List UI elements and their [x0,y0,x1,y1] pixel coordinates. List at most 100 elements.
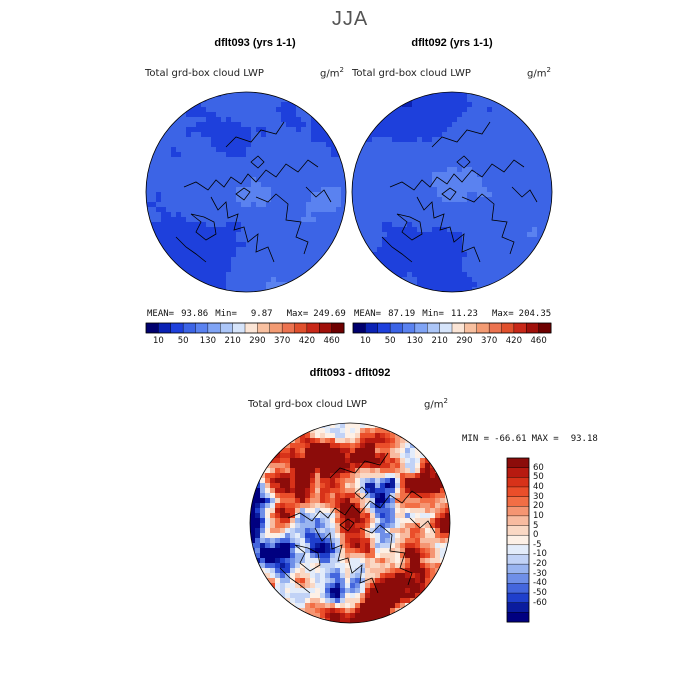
map-cell [241,272,247,278]
map-cell [341,167,346,173]
map-cell [365,528,371,534]
map-cell [380,583,386,589]
map-cell [487,267,493,273]
map-cell [370,593,376,599]
map-cell [512,172,518,178]
map-cell [482,102,488,108]
map-cell [415,443,421,449]
map-cell [256,137,262,143]
map-cell [271,242,277,248]
map-cell [395,563,401,569]
map-cell [447,137,453,143]
map-cell [370,588,376,594]
map-cell [430,533,436,539]
map-cell [261,287,267,292]
map-cell [171,257,177,263]
map-cell [522,122,528,128]
map-cell [336,187,342,193]
map-cell [415,458,421,464]
colorbar-tick-label: 20 [533,501,544,512]
map-cell [417,167,423,173]
map-cell [432,232,438,238]
colorbar-tick-label: 370 [274,336,291,346]
map-cell [300,543,306,549]
map-cell [367,162,373,168]
map-cell [415,453,421,459]
map-cell [321,187,327,193]
map-cell [261,282,267,288]
map-cell [417,172,423,178]
map-cell [241,287,247,292]
map-cell [176,197,182,203]
map-cell [306,142,312,148]
map-cell [397,132,403,138]
map-cell [377,137,383,143]
map-cell [385,448,391,454]
map-cell [405,578,411,584]
map-cell [296,112,302,118]
map-cell [372,187,378,193]
map-cell [537,217,543,223]
map-cell [216,277,222,283]
map-cell [397,122,403,128]
map-cell [221,267,227,273]
map-cell [370,618,376,623]
map-cell [390,518,396,524]
map-cell [442,192,448,198]
map-cell [387,152,393,158]
map-cell [477,107,483,113]
map-cell [260,513,266,519]
map-cell [427,142,433,148]
coastline-segment [389,159,525,191]
map-cell [316,192,322,198]
map-cell [547,222,552,228]
map-cell [382,162,388,168]
map-cell [512,227,518,233]
map-cell [280,493,286,499]
map-cell [395,558,401,564]
map-cell [372,227,378,233]
map-cell [315,518,321,524]
map-cell [266,107,272,113]
map-cell [477,262,483,268]
map-cell [537,212,543,218]
map-cell [166,202,172,208]
map-cell [296,252,302,258]
map-cell [437,177,443,183]
map-cell [497,157,503,163]
map-cell [360,583,366,589]
map-cell [407,187,413,193]
map-cell [427,217,433,223]
map-cell [522,132,528,138]
map-cell [432,277,438,283]
map-cell [457,117,463,123]
map-cell [365,563,371,569]
map-cell [260,498,266,504]
map-cell [397,167,403,173]
map-cell [341,202,346,208]
map-cell [226,142,232,148]
map-cell [280,528,286,534]
map-cell [392,147,398,153]
map-cell [161,162,167,168]
map-cell [261,132,267,138]
map-cell [517,157,523,163]
map-cell [326,167,332,173]
map-cell [315,443,321,449]
map-cell [316,237,322,243]
map-cell [507,162,513,168]
map-cell [507,267,513,273]
map-cell [387,117,393,123]
map-cell [226,117,232,123]
map-cell [417,162,423,168]
colorbar-swatch [257,322,271,334]
map-cell [216,227,222,233]
map-cell [300,478,306,484]
map-cell [216,187,222,193]
map-cell [216,107,222,113]
map-cell [281,157,287,163]
map-cell [547,212,552,218]
map-cell [517,117,523,123]
map-cell [507,107,513,113]
